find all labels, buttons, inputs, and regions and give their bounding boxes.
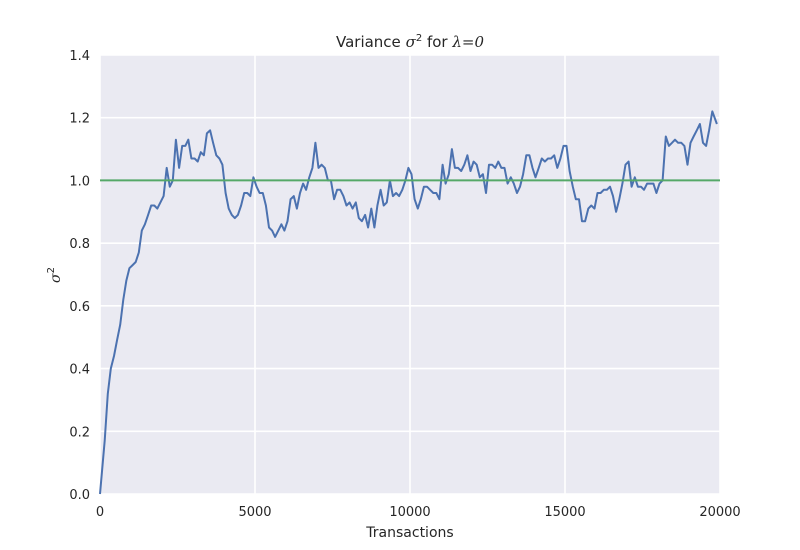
y-tick-label: 0.8 — [69, 237, 90, 252]
x-tick-label: 10000 — [389, 505, 430, 520]
chart-title: Variance σ2 for λ=0 — [336, 33, 484, 51]
title-lambda-value: =0 — [462, 33, 485, 51]
y-tick-label: 1.0 — [69, 174, 90, 189]
y-axis-label: σ2 — [46, 267, 64, 283]
variance-series-line — [99, 110, 718, 495]
title-sigma: σ — [406, 33, 417, 51]
y-tick-label: 0.4 — [69, 363, 90, 378]
title-sigma-exponent: 2 — [416, 33, 422, 44]
x-tick-label: 20000 — [699, 505, 740, 520]
y-axis-label-sigma: σ — [48, 273, 64, 283]
y-tick-label: 0.6 — [69, 300, 90, 315]
y-tick-labels: 0.0 0.2 0.4 0.6 0.8 1.0 1.2 1.4 — [69, 49, 90, 503]
y-tick-label: 1.2 — [69, 112, 90, 127]
title-middle: for — [422, 33, 452, 51]
x-axis-label: Transactions — [365, 525, 453, 541]
y-tick-label: 0.0 — [69, 488, 90, 503]
x-tick-label: 5000 — [238, 505, 271, 520]
title-prefix: Variance — [336, 33, 406, 51]
x-tick-label: 15000 — [544, 505, 585, 520]
x-tick-labels: 0 5000 10000 15000 20000 — [96, 505, 741, 520]
title-lambda: λ — [451, 33, 462, 51]
y-axis-label-exponent: 2 — [46, 267, 57, 273]
y-tick-label: 1.4 — [69, 49, 90, 64]
y-tick-label: 0.2 — [69, 425, 90, 440]
series-lines — [99, 110, 720, 495]
x-tick-label: 0 — [96, 505, 104, 520]
